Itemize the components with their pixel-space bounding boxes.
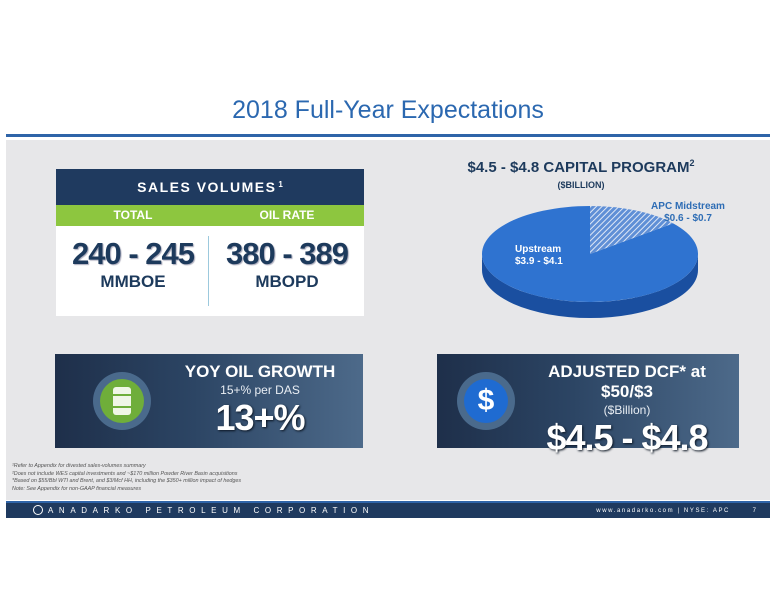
sales-volumes-heading: SALES VOLUMES 1	[56, 169, 364, 205]
footnote-line: ¹Refer to Appendix for divested sales-vo…	[12, 463, 146, 469]
company-name: ANADARKO PETROLEUM CORPORATION	[48, 506, 375, 515]
barrel-shape	[113, 387, 131, 415]
barrel-band	[113, 406, 131, 408]
dcf-text: ADJUSTED DCF* at $50/$3 ($Billion) $4.5 …	[521, 362, 733, 458]
oil-growth-sub: 15+% per DAS	[220, 383, 300, 397]
pie-slice-apc-midstream	[590, 206, 674, 254]
sales-volumes-body: 240 - 245 MMBOE 380 - 389 MBOPD	[56, 226, 364, 316]
oil-growth-card: YOY OIL GROWTH 15+% per DAS 13+%	[55, 354, 363, 448]
total-column: 240 - 245 MMBOE	[56, 226, 210, 316]
sales-volumes-heading-text: SALES VOLUMES	[137, 179, 277, 195]
company-logo-icon	[33, 505, 43, 515]
page-number: 7	[752, 508, 756, 514]
oil-rate-column: 380 - 389 MBOPD	[210, 226, 364, 316]
capital-program-title-text: $4.5 - $4.8 CAPITAL PROGRAM	[467, 159, 690, 176]
sales-volumes-subheader: TOTAL OIL RATE	[56, 205, 364, 226]
midstream-name: APC Midstream	[651, 201, 725, 212]
upstream-label: Upstream $3.9 - $4.1	[515, 244, 585, 268]
capital-program-subtitle: ($BILLION)	[557, 180, 605, 190]
dcf-badge: $	[457, 372, 515, 430]
website-ticker: www.anadarko.com | NYSE: APC	[596, 508, 730, 514]
pie-depth	[482, 254, 698, 318]
dcf-value: $4.5 - $4.8	[546, 417, 708, 458]
footnotes: ¹Refer to Appendix for divested sales-vo…	[12, 463, 572, 493]
title-divider	[6, 134, 770, 137]
footnote-line: ²Does not include WES capital investment…	[12, 470, 238, 477]
sales-volumes-footnote-marker: 1	[278, 179, 283, 189]
capital-program-pie	[482, 206, 698, 318]
oil-growth-text: YOY OIL GROWTH 15+% per DAS 13+%	[165, 362, 355, 438]
oil-growth-value: 13+%	[215, 397, 305, 438]
dcf-sub: ($Billion)	[603, 403, 651, 417]
midstream-value: $0.6 - $0.7	[664, 213, 712, 224]
total-value: 240 - 245	[72, 236, 195, 271]
upstream-name: Upstream	[515, 244, 562, 255]
footer-bar: ANADARKO PETROLEUM CORPORATION www.anada…	[6, 501, 770, 518]
oil-barrel-icon	[100, 379, 144, 423]
oil-rate-unit: MBOPD	[255, 272, 319, 291]
barrel-band	[113, 394, 131, 396]
footnote-line: *Based on $55/Bbl WTI and Brent, and $3/…	[12, 478, 242, 484]
midstream-label: APC Midstream $0.6 - $0.7	[634, 201, 742, 225]
capital-program-footnote-marker: 2	[689, 158, 695, 168]
footnote-line: Note: See Appendix for non-GAAP financia…	[12, 485, 142, 492]
oil-rate-label: OIL RATE	[259, 208, 315, 222]
adjusted-dcf-card: $ ADJUSTED DCF* at $50/$3 ($Billion) $4.…	[437, 354, 739, 458]
oil-growth-badge	[93, 372, 151, 430]
dcf-heading: ADJUSTED DCF* at $50/$3	[548, 362, 706, 401]
dollar-symbol: $	[477, 384, 495, 417]
oil-rate-value: 380 - 389	[226, 236, 349, 271]
column-divider	[208, 236, 209, 306]
total-label: TOTAL	[113, 208, 153, 222]
content-panel: SALES VOLUMES 1 TOTAL OIL RATE 240 - 245 …	[6, 140, 770, 500]
sales-volumes-card: SALES VOLUMES 1 TOTAL OIL RATE 240 - 245 …	[56, 169, 364, 316]
capital-program-title: $4.5 - $4.8 CAPITAL PROGRAM2	[436, 158, 726, 176]
oil-growth-heading: YOY OIL GROWTH	[184, 362, 336, 381]
total-unit: MMBOE	[100, 272, 166, 291]
slide-title: 2018 Full-Year Expectations	[232, 96, 544, 124]
dollar-icon: $	[464, 379, 508, 423]
upstream-value: $3.9 - $4.1	[515, 256, 563, 267]
